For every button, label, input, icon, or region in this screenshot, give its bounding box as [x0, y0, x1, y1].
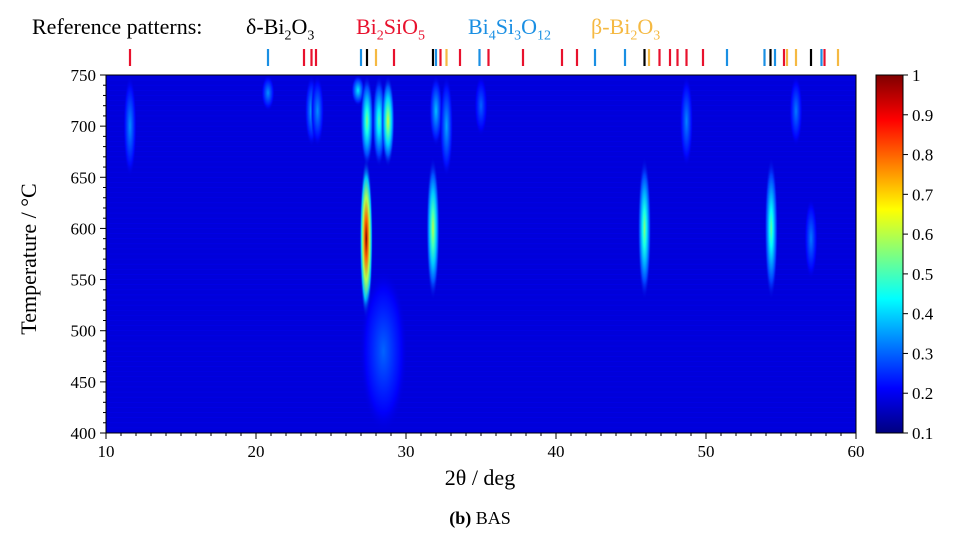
feature-peak [439, 75, 454, 178]
legend-row: Reference patterns: δ-Bi2O3 Bi2SiO5 Bi4S… [0, 12, 960, 48]
legend-bi4si3o12: Bi4Si3O12 [468, 14, 552, 44]
legend-beta-bi2o3: β-Bi2O3 [591, 14, 661, 44]
feature-peak [474, 75, 488, 137]
x-tick-label: 30 [398, 442, 415, 461]
x-tick-label: 60 [848, 442, 865, 461]
colorbar-tick-label: 0.6 [912, 225, 933, 244]
x-tick-label: 20 [248, 442, 265, 461]
feature-peak [359, 156, 373, 321]
colorbar-tick-label: 0.9 [912, 106, 933, 125]
y-tick-label: 650 [71, 168, 97, 187]
legend-bi2sio5: Bi2SiO5 [356, 14, 426, 44]
colorbar-gradient [875, 74, 904, 434]
y-tick-label: 600 [71, 219, 97, 238]
colorbar: 0.1 0.2 0.3 0.4 0.5 0.6 0.7 0.8 0.9 1 [875, 66, 934, 443]
reference-markers [128, 49, 840, 66]
feature-peak [310, 75, 325, 147]
x-tick-label: 40 [548, 442, 565, 461]
figure-caption: (b) BAS [0, 508, 960, 529]
caption-text: BAS [471, 508, 511, 528]
feature-peak [123, 75, 137, 178]
feature-peak [261, 75, 275, 111]
axes: 10 20 30 40 50 60 400 450 500 550 600 650 700 750 [71, 66, 865, 461]
x-tick-label: 10 [98, 442, 115, 461]
colorbar-tick-label: 0.4 [912, 305, 934, 324]
colorbar-tick-label: 0.5 [912, 265, 933, 284]
feature-peak [637, 156, 652, 301]
y-tick-label: 500 [71, 322, 97, 341]
feature-peak [426, 156, 440, 301]
y-tick-label: 550 [71, 271, 97, 290]
colorbar-tick-label: 1 [912, 66, 921, 85]
caption-letter: (b) [449, 508, 472, 528]
y-tick-label: 450 [71, 373, 97, 392]
y-tick-label: 700 [71, 117, 97, 136]
legend-title: Reference patterns: [32, 14, 203, 39]
feature-peak [764, 156, 778, 301]
colorbar-tick-label: 0.2 [912, 384, 933, 403]
feature-peak [804, 197, 818, 280]
feature-peak [429, 75, 443, 147]
feature-peak [381, 75, 395, 168]
feature-peak [789, 75, 803, 147]
y-tick-label: 750 [71, 66, 97, 85]
y-axis-label: Temperature / °C [16, 183, 41, 334]
feature-peak [359, 269, 408, 433]
legend-delta-bi2o3: δ-Bi2O3 [246, 14, 315, 44]
heatmap-area [106, 74, 856, 434]
feature-peak [360, 75, 374, 168]
colorbar-tick-label: 0.1 [912, 424, 933, 443]
x-tick-label: 50 [698, 442, 715, 461]
feature-peak [679, 75, 694, 168]
x-axis-label: 2θ / deg [445, 465, 515, 490]
y-tick-label: 400 [71, 424, 97, 443]
colorbar-tick-label: 0.8 [912, 146, 933, 165]
colorbar-tick-label: 0.7 [912, 185, 934, 204]
colorbar-tick-label: 0.3 [912, 344, 933, 363]
